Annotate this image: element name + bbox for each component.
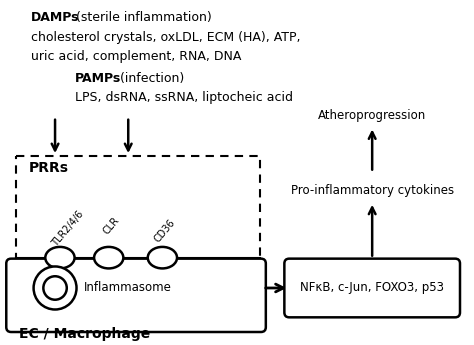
- Text: LPS, dsRNA, ssRNA, liptocheic acid: LPS, dsRNA, ssRNA, liptocheic acid: [74, 91, 292, 105]
- Text: TLR2/4/6: TLR2/4/6: [50, 209, 86, 249]
- Text: CLR: CLR: [101, 215, 121, 236]
- Text: Atheroprogression: Atheroprogression: [318, 109, 426, 122]
- Ellipse shape: [94, 247, 123, 268]
- Text: Pro-inflammatory cytokines: Pro-inflammatory cytokines: [291, 184, 454, 197]
- Ellipse shape: [46, 247, 74, 268]
- Text: EC / Macrophage: EC / Macrophage: [19, 327, 150, 341]
- Text: NFκB, c-Jun, FOXO3, p53: NFκB, c-Jun, FOXO3, p53: [300, 282, 444, 295]
- Circle shape: [43, 276, 67, 300]
- Bar: [16, 156, 260, 300]
- Text: PAMPs: PAMPs: [74, 72, 121, 85]
- Circle shape: [34, 266, 76, 309]
- Text: (infection): (infection): [116, 72, 184, 85]
- Text: uric acid, complement, RNA, DNA: uric acid, complement, RNA, DNA: [31, 50, 241, 63]
- Text: PRRs: PRRs: [29, 161, 69, 175]
- Ellipse shape: [148, 247, 177, 268]
- Text: Inflammasome: Inflammasome: [84, 282, 172, 295]
- FancyBboxPatch shape: [6, 259, 266, 332]
- Text: cholesterol crystals, oxLDL, ECM (HA), ATP,: cholesterol crystals, oxLDL, ECM (HA), A…: [31, 31, 300, 44]
- Text: (sterile inflammation): (sterile inflammation): [72, 11, 211, 24]
- Text: CD36: CD36: [153, 217, 178, 244]
- FancyBboxPatch shape: [284, 259, 460, 317]
- Text: DAMPs: DAMPs: [31, 11, 79, 24]
